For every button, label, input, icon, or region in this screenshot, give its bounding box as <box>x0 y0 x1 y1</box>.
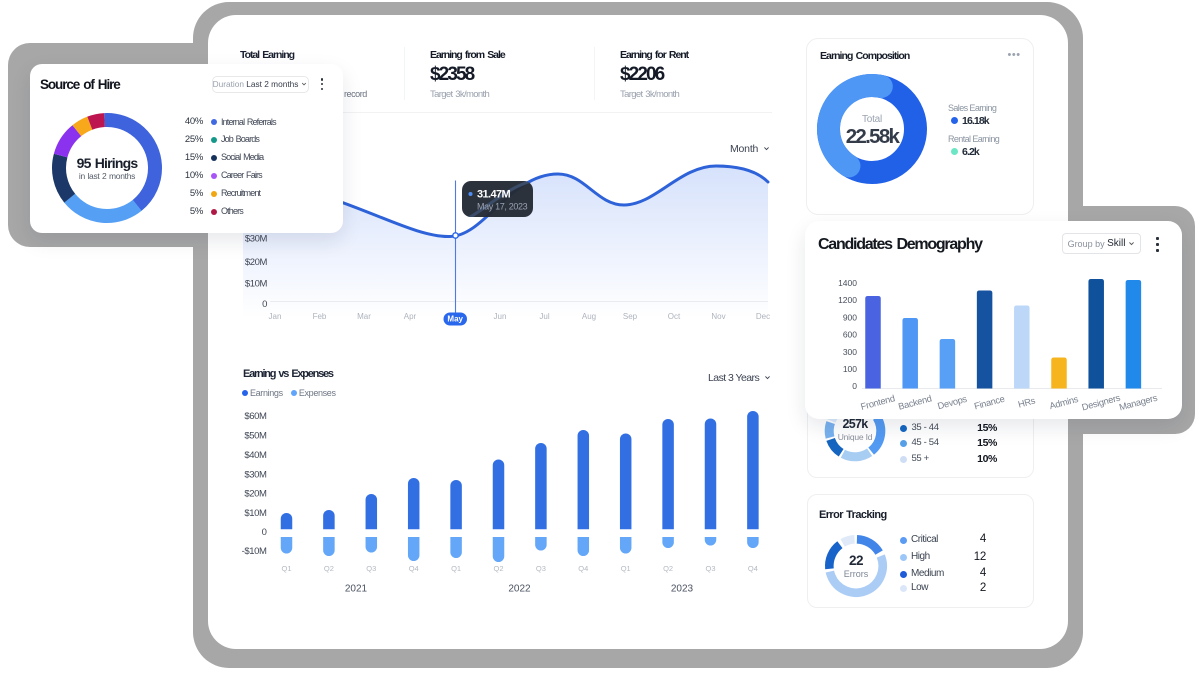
svg-text:Apr: Apr <box>404 312 417 321</box>
svg-text:900: 900 <box>843 312 857 322</box>
svg-text:$40M: $40M <box>244 450 267 461</box>
svg-text:Jan: Jan <box>269 312 282 321</box>
svg-text:Mar: Mar <box>357 312 371 321</box>
svg-text:Sep: Sep <box>623 312 638 321</box>
svg-text:600: 600 <box>843 330 857 340</box>
svg-text:Q2: Q2 <box>493 564 503 573</box>
svg-text:Devops: Devops <box>936 394 968 412</box>
svg-text:Q1: Q1 <box>281 564 291 573</box>
svg-text:May 17, 2023: May 17, 2023 <box>477 202 528 212</box>
svg-text:Admins: Admins <box>1048 394 1079 411</box>
svg-text:Nov: Nov <box>711 312 725 321</box>
svg-text:Jul: Jul <box>539 312 549 321</box>
svg-text:1400: 1400 <box>838 278 857 288</box>
svg-text:$20M: $20M <box>244 489 267 500</box>
svg-text:2022: 2022 <box>508 584 531 595</box>
svg-text:Designers: Designers <box>1081 393 1122 413</box>
svg-text:-$10M: -$10M <box>242 546 267 557</box>
svg-text:1200: 1200 <box>838 295 857 305</box>
svg-text:Aug: Aug <box>582 312 596 321</box>
svg-text:$10M: $10M <box>244 508 267 519</box>
svg-text:2023: 2023 <box>671 584 694 595</box>
svg-text:100: 100 <box>843 364 857 374</box>
svg-text:0: 0 <box>262 527 267 538</box>
svg-text:0: 0 <box>262 299 267 310</box>
svg-text:Q4: Q4 <box>578 564 588 573</box>
svg-text:Feb: Feb <box>313 312 327 321</box>
svg-text:Jun: Jun <box>494 312 507 321</box>
svg-text:Dec: Dec <box>756 312 770 321</box>
svg-text:Q1: Q1 <box>451 564 461 573</box>
svg-text:Q1: Q1 <box>621 564 631 573</box>
svg-text:0: 0 <box>852 381 857 391</box>
svg-text:$30M: $30M <box>244 470 267 481</box>
svg-text:Finance: Finance <box>973 394 1006 412</box>
svg-text:$20M: $20M <box>245 257 268 268</box>
svg-text:$10M: $10M <box>245 279 268 290</box>
svg-text:31.47M: 31.47M <box>477 189 511 201</box>
svg-text:May: May <box>447 315 463 324</box>
svg-text:Q2: Q2 <box>663 564 673 573</box>
svg-text:Backend: Backend <box>897 393 933 412</box>
svg-text:Oct: Oct <box>668 312 681 321</box>
svg-text:$60M: $60M <box>244 411 267 422</box>
svg-text:$30M: $30M <box>245 234 268 245</box>
svg-text:Frontend: Frontend <box>860 393 896 412</box>
svg-text:Q3: Q3 <box>536 564 546 573</box>
svg-text:$50M: $50M <box>244 431 267 442</box>
svg-text:Q4: Q4 <box>409 564 419 573</box>
svg-text:Q2: Q2 <box>324 564 334 573</box>
svg-text:Q3: Q3 <box>705 564 715 573</box>
svg-text:Q3: Q3 <box>366 564 376 573</box>
svg-text:Q4: Q4 <box>748 564 758 573</box>
svg-text:Managers: Managers <box>1118 393 1159 413</box>
svg-text:HRs: HRs <box>1017 395 1037 409</box>
svg-text:2021: 2021 <box>345 584 368 595</box>
svg-text:300: 300 <box>843 347 857 357</box>
